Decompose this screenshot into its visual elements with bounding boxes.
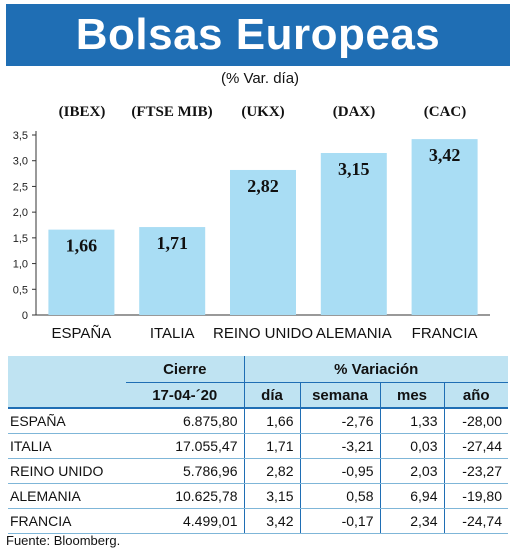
- index-label-cac: (CAC): [423, 104, 467, 120]
- table-header-row-2: 17-04-´20 día semana mes año: [8, 382, 508, 408]
- bar-chart: 0 0,5 1,0 1,5 2,0 2,5 3,0 3,5 1,66 ESPAÑA 1,71 ITAL…: [13, 130, 490, 342]
- row-name-cell: ITALIA: [8, 433, 126, 459]
- row-dia-cell: 1,71: [243, 433, 300, 459]
- x-category-label: ESPAÑA: [52, 325, 112, 342]
- row-mes-cell: 2,34: [379, 508, 444, 534]
- row-dia-cell: 3,15: [243, 483, 300, 509]
- table-row: ALEMANIA 10.625,78 3,15 0,58 6,94 -19,80: [8, 483, 508, 509]
- index-label-dax: (DAX): [332, 104, 376, 120]
- header-blank-cell: [8, 382, 126, 408]
- row-semana-cell: -2,76: [299, 407, 380, 434]
- bar: [411, 139, 478, 315]
- y-tick-label: 2,5: [13, 181, 28, 193]
- bar: [230, 169, 296, 315]
- y-tick-label: 1,5: [13, 233, 28, 245]
- table-row: ESPAÑA 6.875,80 1,66 -2,76 1,33 -28,00: [8, 407, 508, 434]
- table-row: REINO UNIDO 5.786,96 2,82 -0,95 2,03 -23,27: [8, 458, 508, 484]
- row-mes-cell: 6,94: [379, 483, 444, 509]
- y-tick-label: 0: [22, 310, 28, 322]
- bar-value-label: 3,15: [338, 159, 370, 179]
- row-mes-cell: 0,03: [379, 433, 444, 459]
- row-semana-cell: 0,58: [299, 483, 380, 509]
- header-col-semana: semana: [299, 382, 380, 408]
- x-category-label: ITALIA: [150, 325, 195, 342]
- x-category-label: ALEMANIA: [316, 325, 392, 342]
- header-col-anio: año: [443, 382, 508, 408]
- row-mes-cell: 2,03: [379, 458, 444, 484]
- header-col-dia: día: [243, 382, 300, 408]
- row-semana-cell: -3,21: [299, 433, 380, 459]
- x-category-label: FRANCIA: [412, 325, 478, 342]
- row-cierre-cell: 6.875,80: [126, 407, 244, 434]
- bar: [48, 229, 115, 315]
- header-cierre: Cierre: [126, 356, 244, 383]
- row-mes-cell: 1,33: [379, 407, 444, 434]
- table-row: FRANCIA 4.499,01 3,42 -0,17 2,34 -24,74: [8, 508, 508, 534]
- data-table: Cierre % Variación 17-04-´20 día semana …: [8, 356, 508, 534]
- y-tick-label: 1,0: [13, 259, 28, 271]
- row-dia-cell: 3,42: [243, 508, 300, 534]
- bar-value-label: 1,66: [66, 236, 98, 256]
- row-anio-cell: -23,27: [443, 458, 508, 484]
- bar-value-label: 2,82: [247, 176, 279, 196]
- row-name-cell: ALEMANIA: [8, 483, 126, 509]
- row-name-cell: ESPAÑA: [8, 407, 126, 434]
- title-banner: Bolsas Europeas: [6, 4, 510, 66]
- row-anio-cell: -27,44: [443, 433, 508, 459]
- source-note: Fuente: Bloomberg.: [6, 533, 121, 548]
- row-semana-cell: -0,17: [299, 508, 380, 534]
- row-name-cell: REINO UNIDO: [8, 458, 126, 484]
- table-body: ESPAÑA 6.875,80 1,66 -2,76 1,33 -28,00 ITALIA 1…: [8, 407, 508, 534]
- y-tick-label: 3,5: [13, 130, 28, 142]
- row-cierre-cell: 17.055,47: [126, 433, 244, 459]
- row-anio-cell: -24,74: [443, 508, 508, 534]
- header-blank-cell: [8, 356, 126, 383]
- bar: [139, 227, 206, 315]
- row-anio-cell: -19,80: [443, 483, 508, 509]
- row-cierre-cell: 5.786,96: [126, 458, 244, 484]
- row-anio-cell: -28,00: [443, 407, 508, 434]
- header-variacion: % Variación: [243, 356, 508, 383]
- row-semana-cell: -0,95: [299, 458, 380, 484]
- index-label-ibex: (IBEX): [58, 104, 106, 120]
- bar: [320, 153, 387, 315]
- row-dia-cell: 1,66: [243, 407, 300, 434]
- header-col-mes: mes: [379, 382, 444, 408]
- row-dia-cell: 2,82: [243, 458, 300, 484]
- row-cierre-cell: 4.499,01: [126, 508, 244, 534]
- table-row: ITALIA 17.055,47 1,71 -3,21 0,03 -27,44: [8, 433, 508, 459]
- y-tick-label: 3,0: [13, 156, 28, 168]
- row-cierre-cell: 10.625,78: [126, 483, 244, 509]
- bar-value-label: 3,42: [429, 145, 461, 165]
- chart-subtitle: (% Var. día): [220, 70, 300, 87]
- index-label-ukx: (UKX): [241, 104, 285, 120]
- x-category-label: REINO UNIDO: [213, 325, 313, 342]
- bar-value-label: 1,71: [156, 233, 188, 253]
- page-title: Bolsas Europeas: [75, 10, 441, 59]
- table-header-row-1: Cierre % Variación: [8, 356, 508, 383]
- index-label-ftse-mib: (FTSE MIB): [131, 104, 213, 120]
- row-name-cell: FRANCIA: [8, 508, 126, 534]
- y-tick-label: 2,0: [13, 207, 28, 219]
- data-table-wrapper: Cierre % Variación 17-04-´20 día semana …: [8, 356, 508, 534]
- header-date: 17-04-´20: [126, 382, 244, 408]
- y-tick-label: 0,5: [13, 284, 28, 296]
